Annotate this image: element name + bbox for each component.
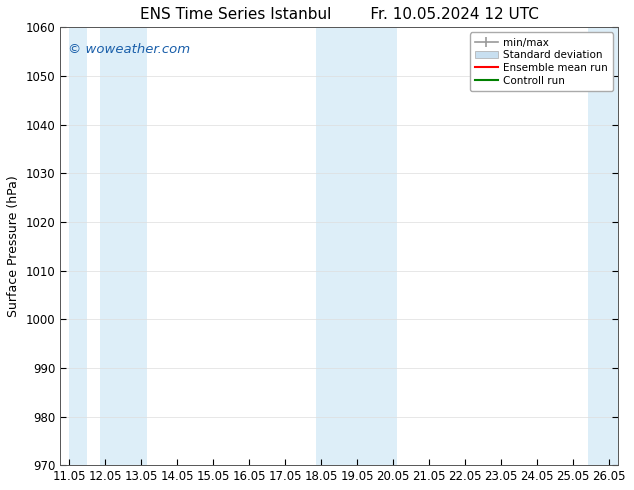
Bar (100, 27, 146, 465)
Bar (69, 27, 87, 465)
Y-axis label: Surface Pressure (hPa): Surface Pressure (hPa) (7, 175, 20, 317)
Bar (316, 27, 397, 465)
Bar (588, 27, 618, 465)
Legend: min/max, Standard deviation, Ensemble mean run, Controll run: min/max, Standard deviation, Ensemble me… (470, 32, 613, 91)
Text: © woweather.com: © woweather.com (68, 43, 191, 55)
Title: ENS Time Series Istanbul        Fr. 10.05.2024 12 UTC: ENS Time Series Istanbul Fr. 10.05.2024 … (139, 7, 539, 22)
